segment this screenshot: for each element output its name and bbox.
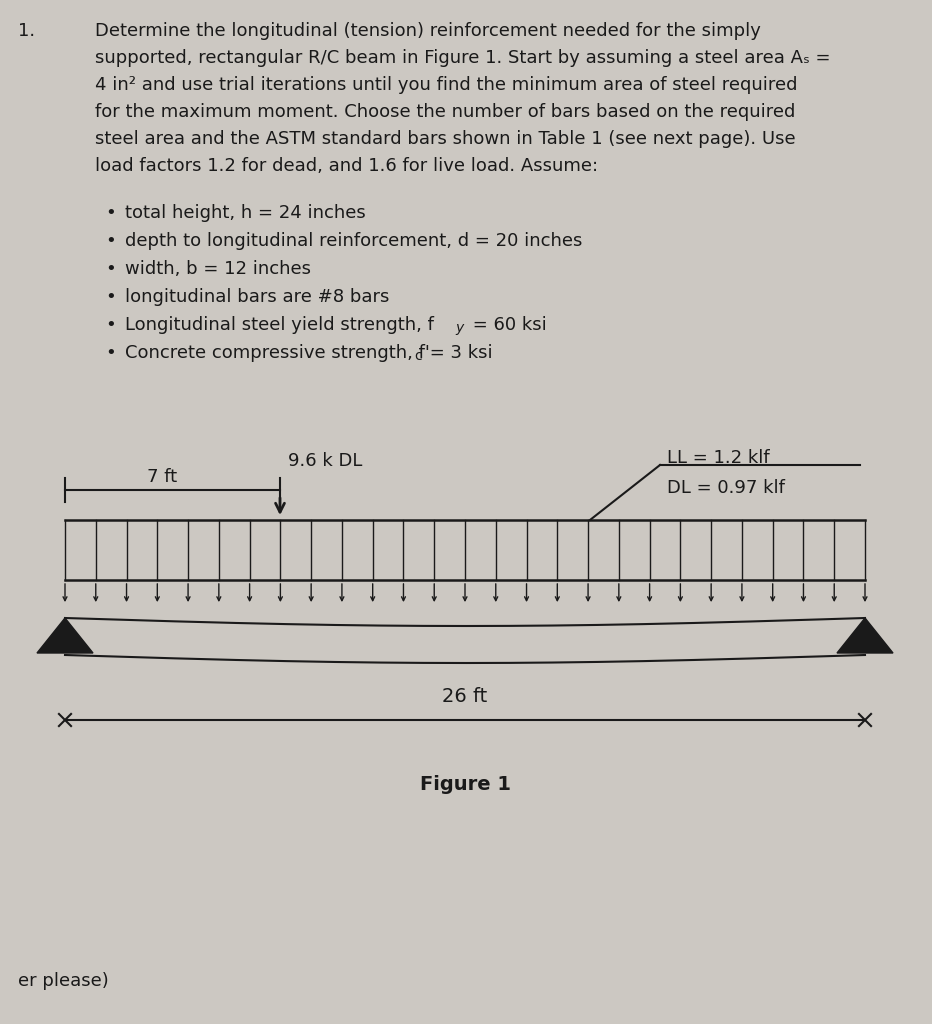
Text: total height, h = 24 inches: total height, h = 24 inches [125, 204, 365, 222]
Text: steel area and the ASTM standard bars shown in Table 1 (see next page). Use: steel area and the ASTM standard bars sh… [95, 130, 796, 148]
Text: 7 ft: 7 ft [147, 468, 178, 486]
Text: •: • [105, 232, 116, 250]
Text: Concrete compressive strength, f': Concrete compressive strength, f' [125, 344, 430, 362]
Text: Longitudinal steel yield strength, f: Longitudinal steel yield strength, f [125, 316, 434, 334]
Text: 9.6 k DL: 9.6 k DL [288, 452, 363, 470]
Text: 4 in² and use trial iterations until you find the minimum area of steel required: 4 in² and use trial iterations until you… [95, 76, 798, 94]
Text: •: • [105, 204, 116, 222]
Text: •: • [105, 344, 116, 362]
Text: supported, rectangular R/C beam in Figure 1. Start by assuming a steel area Aₛ =: supported, rectangular R/C beam in Figur… [95, 49, 830, 67]
Text: DL = 0.97 klf: DL = 0.97 klf [667, 479, 785, 497]
Text: 1.: 1. [18, 22, 35, 40]
Text: 26 ft: 26 ft [443, 687, 487, 706]
Text: load factors 1.2 for dead, and 1.6 for live load. Assume:: load factors 1.2 for dead, and 1.6 for l… [95, 157, 598, 175]
Text: = 60 ksi: = 60 ksi [467, 316, 547, 334]
Text: •: • [105, 288, 116, 306]
Text: = 3 ksi: = 3 ksi [424, 344, 493, 362]
Text: depth to longitudinal reinforcement, d = 20 inches: depth to longitudinal reinforcement, d =… [125, 232, 582, 250]
Text: Figure 1: Figure 1 [419, 775, 511, 794]
Text: for the maximum moment. Choose the number of bars based on the required: for the maximum moment. Choose the numbe… [95, 103, 795, 121]
Text: er please): er please) [18, 972, 109, 990]
Polygon shape [837, 618, 893, 653]
Polygon shape [37, 618, 93, 653]
Text: •: • [105, 316, 116, 334]
Text: c: c [414, 349, 421, 362]
Text: Determine the longitudinal (tension) reinforcement needed for the simply: Determine the longitudinal (tension) rei… [95, 22, 761, 40]
Text: •: • [105, 260, 116, 278]
Text: y: y [455, 321, 463, 335]
Text: longitudinal bars are #8 bars: longitudinal bars are #8 bars [125, 288, 390, 306]
Text: LL = 1.2 klf: LL = 1.2 klf [667, 449, 770, 467]
Text: width, b = 12 inches: width, b = 12 inches [125, 260, 311, 278]
